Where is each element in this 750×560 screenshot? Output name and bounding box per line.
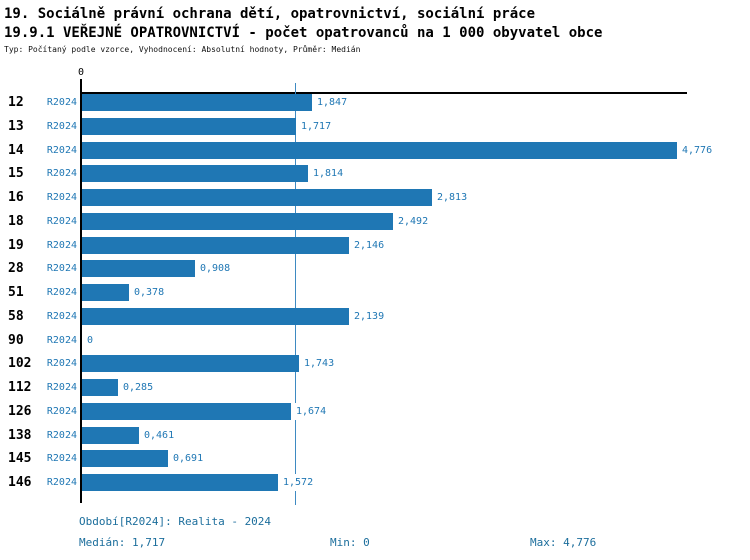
row-series-label: R2024	[46, 358, 77, 369]
row-series-label: R2024	[46, 168, 77, 179]
row-category-label: 12	[8, 95, 24, 110]
bar-value-label: 4,776	[681, 142, 714, 159]
bar	[82, 403, 291, 420]
legend-median: Medián: 1,717	[79, 536, 166, 549]
bar-value-label: 0,691	[172, 450, 205, 467]
row-category-label: 13	[8, 119, 24, 134]
row-category-label: 126	[8, 404, 32, 419]
legend-max: Max: 4,776	[530, 536, 597, 549]
row-category-label: 58	[8, 309, 24, 324]
bar-value-label: 0,378	[133, 284, 166, 301]
chart-subtitle: Typ: Počítaný podle vzorce, Vyhodnocení:…	[4, 45, 361, 54]
row-category-label: 15	[8, 166, 24, 181]
bar-value-label: 1,847	[316, 94, 349, 111]
bar	[82, 284, 129, 301]
bar	[82, 118, 296, 135]
bar-value-label: 2,146	[353, 237, 386, 254]
row-category-label: 51	[8, 285, 24, 300]
row-category-label: 90	[8, 333, 24, 348]
bar	[82, 260, 195, 277]
bar	[82, 427, 139, 444]
row-category-label: 146	[8, 475, 32, 490]
bar	[82, 308, 349, 325]
bar-value-label: 2,139	[353, 308, 386, 325]
row-category-label: 145	[8, 451, 32, 466]
bar-value-label: 1,814	[312, 165, 345, 182]
bar-value-label: 0	[86, 332, 95, 349]
bar	[82, 142, 677, 159]
bar	[82, 379, 118, 396]
bar-value-label: 1,572	[282, 474, 315, 491]
row-series-label: R2024	[46, 192, 77, 203]
row-series-label: R2024	[46, 263, 77, 274]
bar-value-label: 1,743	[303, 355, 336, 372]
row-series-label: R2024	[46, 240, 77, 251]
row-series-label: R2024	[46, 453, 77, 464]
x-axis-line	[80, 92, 687, 94]
row-series-label: R2024	[46, 311, 77, 322]
bar-value-label: 0,908	[199, 260, 232, 277]
bar	[82, 213, 393, 230]
bar-value-label: 2,492	[397, 213, 430, 230]
row-series-label: R2024	[46, 335, 77, 346]
row-series-label: R2024	[46, 97, 77, 108]
report-title: 19. Sociálně právní ochrana dětí, opatro…	[4, 6, 536, 22]
row-series-label: R2024	[46, 216, 77, 227]
row-series-label: R2024	[46, 287, 77, 298]
median-reference-line	[295, 83, 296, 505]
row-category-label: 19	[8, 238, 24, 253]
bar	[82, 189, 432, 206]
chart-title: 19.9.1 VEŘEJNÉ OPATROVNICTVÍ - počet opa…	[4, 25, 603, 41]
row-series-label: R2024	[46, 121, 77, 132]
row-series-label: R2024	[46, 406, 77, 417]
bar-value-label: 1,674	[295, 403, 328, 420]
bar-value-label: 1,717	[300, 118, 333, 135]
bar-value-label: 0,461	[143, 427, 176, 444]
legend-period: Období[R2024]: Realita - 2024	[79, 515, 272, 528]
row-series-label: R2024	[46, 382, 77, 393]
bar-value-label: 2,813	[436, 189, 469, 206]
row-category-label: 18	[8, 214, 24, 229]
row-category-label: 102	[8, 356, 32, 371]
bar	[82, 355, 299, 372]
x-axis-zero-tick-label: 0	[77, 67, 85, 78]
legend-min: Min: 0	[330, 536, 370, 549]
bar-value-label: 0,285	[122, 379, 155, 396]
row-category-label: 28	[8, 261, 24, 276]
y-axis-line	[80, 79, 82, 503]
bar	[82, 237, 349, 254]
bar	[82, 474, 278, 491]
row-category-label: 112	[8, 380, 32, 395]
row-series-label: R2024	[46, 430, 77, 441]
row-series-label: R2024	[46, 477, 77, 488]
bar	[82, 94, 312, 111]
row-category-label: 16	[8, 190, 24, 205]
row-category-label: 14	[8, 143, 24, 158]
bar	[82, 450, 168, 467]
row-series-label: R2024	[46, 145, 77, 156]
bar	[82, 165, 308, 182]
row-category-label: 138	[8, 428, 32, 443]
